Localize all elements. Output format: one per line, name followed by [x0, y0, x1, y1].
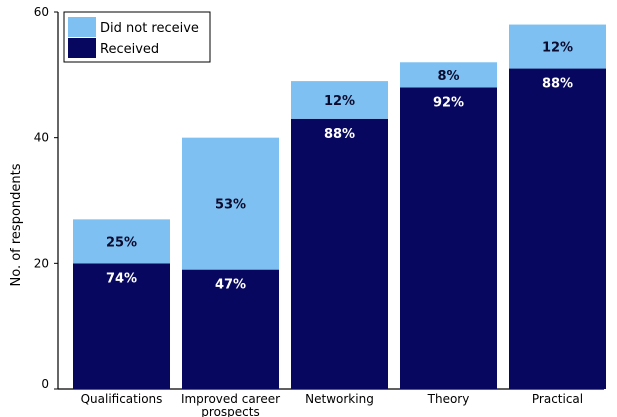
bar-received: [182, 269, 279, 389]
y-tick-label: 20: [34, 256, 49, 270]
x-category-label: Networking: [305, 392, 374, 406]
data-label-received: 88%: [542, 77, 573, 92]
bar-received: [73, 263, 170, 389]
y-ticks: 0 20 40 60: [34, 5, 58, 391]
data-label-received: 88%: [324, 127, 355, 142]
y-tick-label: 60: [34, 5, 49, 19]
bar-received: [291, 118, 388, 390]
legend-swatch-did-not-receive: [68, 17, 96, 37]
bars: [73, 24, 606, 390]
legend-swatch-received: [68, 38, 96, 58]
x-category-label: Improved career: [181, 392, 280, 406]
x-category-label: prospects: [201, 405, 259, 417]
bar-did-not-receive: [509, 24, 606, 69]
bar-received: [509, 68, 606, 390]
legend-label-received: Received: [100, 42, 159, 57]
data-label-received: 47%: [215, 278, 246, 293]
y-tick-label: 40: [34, 131, 49, 145]
y-tick-label: 0: [41, 377, 49, 391]
bar-did-not-receive: [400, 62, 497, 88]
data-label-received: 74%: [106, 271, 137, 286]
data-label-did-not-receive: 12%: [324, 94, 355, 109]
bar-did-not-receive: [182, 137, 279, 270]
legend-label-did-not-receive: Did not receive: [100, 21, 199, 36]
data-label-did-not-receive: 8%: [437, 69, 459, 84]
data-label-did-not-receive: 53%: [215, 198, 246, 213]
bar-received: [400, 87, 497, 390]
x-category-label: Practical: [532, 392, 583, 406]
x-category-label: Qualifications: [81, 392, 163, 406]
data-label-received: 92%: [433, 95, 464, 110]
data-label-did-not-receive: 12%: [542, 41, 573, 56]
y-axis-label: No. of respondents: [9, 163, 24, 286]
data-label-did-not-receive: 25%: [106, 235, 137, 250]
legend: Did not receive Received: [63, 11, 211, 63]
bar-did-not-receive: [73, 219, 170, 264]
x-category-label: Theory: [427, 392, 470, 406]
bar-did-not-receive: [291, 81, 388, 119]
data-labels: 25% 74% 53% 47% 12% 88% 8% 92% 12% 88%: [106, 41, 573, 293]
